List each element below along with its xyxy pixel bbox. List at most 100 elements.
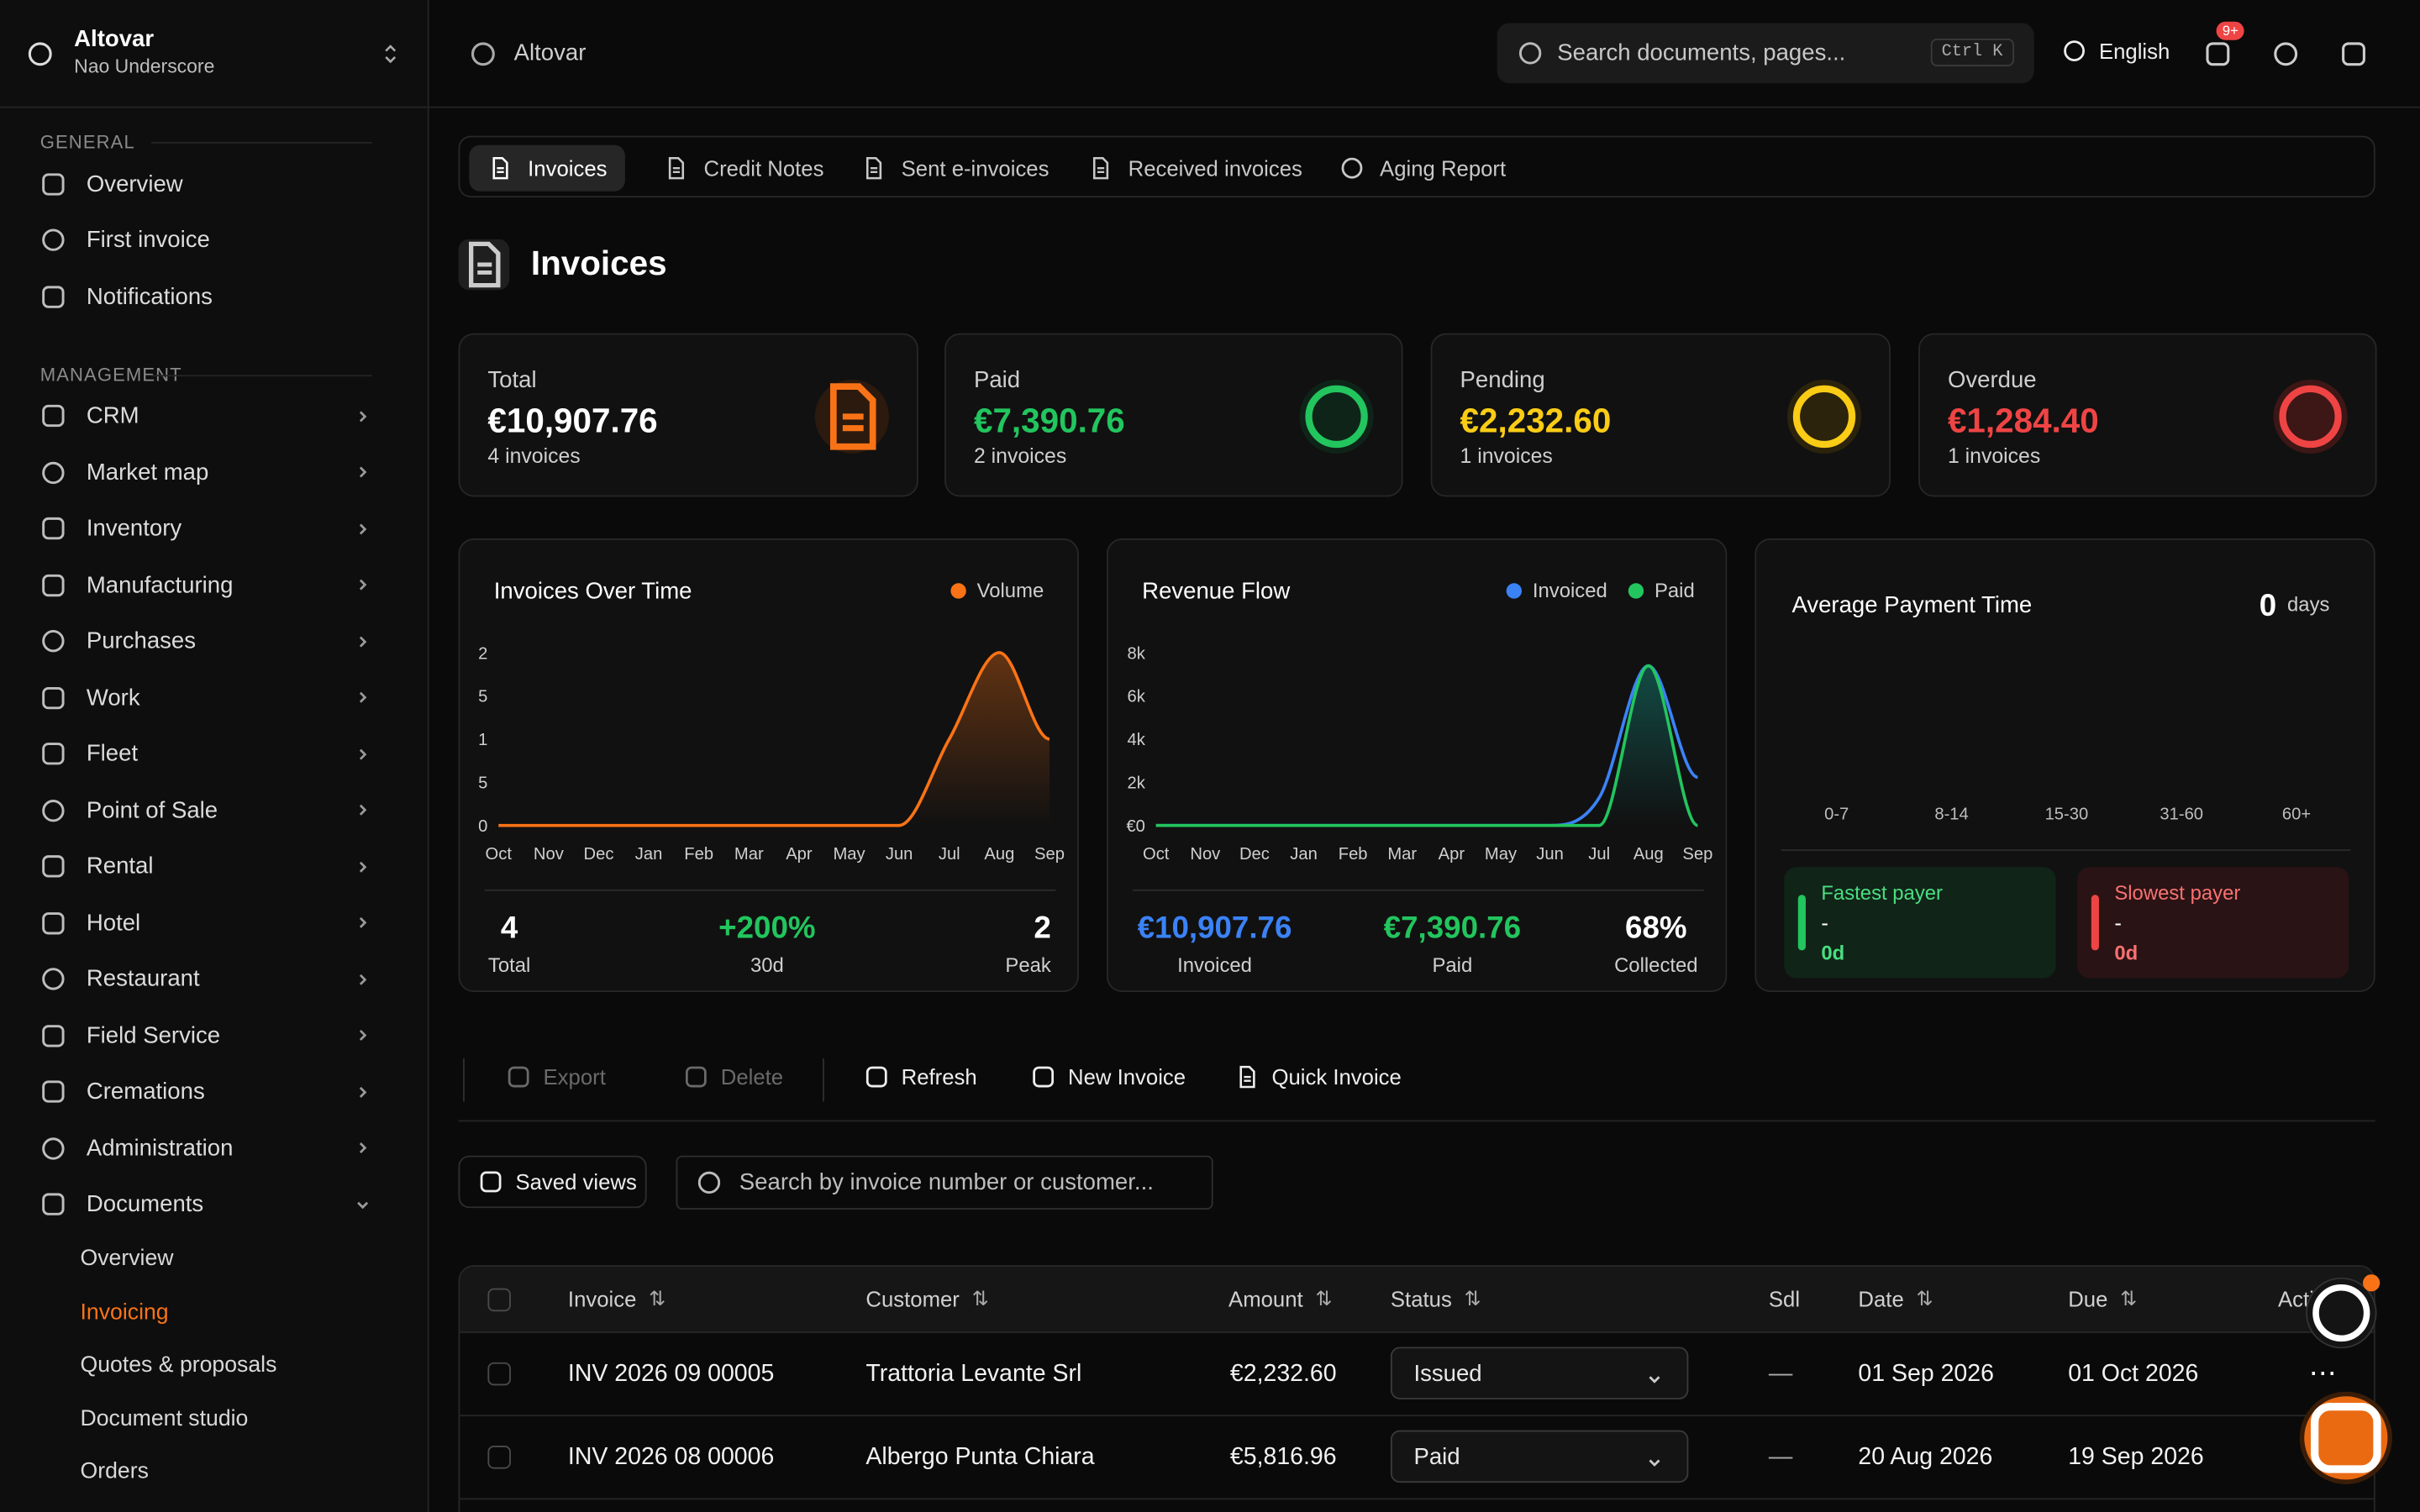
row-actions[interactable]: ⋯ [2308,1357,2338,1389]
sort-icon: ⇅ [649,1286,666,1310]
nav-item[interactable]: Administration [0,1120,428,1176]
tab[interactable]: Aging Report [1321,145,1524,192]
language[interactable]: English [2062,39,2170,63]
toolbar-button[interactable]: Delete [684,1064,783,1089]
checkbox[interactable] [487,1446,511,1469]
sub-nav-item[interactable]: Document studio [0,1393,428,1446]
theme-toggle[interactable] [2272,40,2300,68]
checkbox[interactable] [487,1288,511,1312]
saved-views[interactable]: Saved views [458,1155,647,1209]
column-header[interactable]: Amount ⇅ [1228,1267,1332,1331]
x-tick-label: Oct [486,845,513,864]
x-tick-label: Apr [786,845,813,864]
nav-item[interactable]: Rental [0,838,428,895]
nav-item[interactable]: Field Service [0,1007,428,1063]
sub-nav-item[interactable]: Orders [0,1446,428,1499]
nav-item[interactable]: First invoice [0,213,428,269]
cell-text: Trattoria Levante Srl [865,1360,1082,1387]
search-icon [1518,40,1544,66]
chevron [357,1201,369,1209]
notifications[interactable] [2204,40,2232,68]
checkbox[interactable] [487,1362,511,1386]
switch-icon [381,43,400,65]
table-search[interactable]: Search by invoice number or customer... [676,1155,1213,1210]
icon [42,799,65,822]
kpi-icon [1786,379,1862,454]
sub-nav-item[interactable]: Invoicing [0,1285,428,1339]
icon [42,630,65,653]
nav-item[interactable]: CRM [0,388,428,444]
column-header[interactable]: Status ⇅ [1391,1267,1481,1331]
tab[interactable]: Received invoices [1070,145,1321,192]
panel-toggle[interactable] [2339,40,2367,68]
nav-item[interactable]: Restaurant [0,951,428,1007]
cell-text: — [1768,1443,1793,1470]
x-tick-label: Feb [1339,845,1368,864]
kpi-label: Overdue [1947,367,2037,394]
nav-item[interactable]: Fleet [0,726,428,782]
status-select[interactable]: Issued [1390,1347,1689,1399]
column-header[interactable]: Date ⇅ [1858,1267,1933,1331]
icon [42,1137,65,1160]
sidebar: Altovar Nao Underscore GENERAL Overview Firs… [0,0,429,1512]
chart-card: Revenue Flow €0 2k 4k 6k 8k Oct Nov Dec Jan Feb Mar… [1106,538,1728,993]
global-search[interactable]: Search documents, pages... Ctrl K [1497,23,2034,84]
tab[interactable]: Invoices [469,144,626,192]
nav-item[interactable]: Documents [0,1177,428,1233]
tab-label: Received invoices [1128,155,1302,181]
sub-nav-item[interactable]: Overview [0,1233,428,1286]
column-header[interactable]: Due ⇅ [2068,1267,2137,1331]
column-label: Date [1858,1286,1904,1312]
tab[interactable]: Credit Notes [645,145,843,192]
nav-item[interactable]: Overview [0,156,428,213]
nav-item[interactable]: Inventory [0,501,428,557]
cell: 19 Sep 2026 [2068,1416,2203,1498]
nav-item[interactable]: Notifications [0,269,428,325]
assistant-button[interactable] [2304,1396,2388,1480]
x-tick-label: Sep [1682,845,1712,864]
toolbar-button[interactable]: Refresh [865,1064,977,1089]
icon [492,156,508,180]
cell: Trattoria Levante Srl [865,1333,1081,1415]
x-tick-label: 15-30 [2045,805,2089,823]
line [498,651,1050,827]
logo [26,40,54,68]
chevron [359,748,367,760]
column-header[interactable]: Customer ⇅ [865,1267,988,1331]
kpi-value: €10,907.76 [487,401,658,440]
cell: 01 Oct 2026 [2068,1333,2198,1415]
nav-item[interactable]: Purchases [0,613,428,669]
chevron [359,692,367,704]
icon [42,686,65,709]
y-tick-label: 0 [478,817,487,836]
icon [668,156,685,180]
help-dot [2363,1274,2381,1292]
topbar [429,0,2420,108]
sort-icon: ⇅ [1916,1286,1933,1310]
nav-label: Purchases [86,628,197,655]
toolbar-button[interactable]: Quick Invoice [1234,1064,1402,1089]
nav-item[interactable]: Hotel [0,895,428,951]
chevron [359,1142,367,1154]
icon [685,1066,707,1088]
column-header[interactable]: Sdl [1769,1267,1800,1331]
nav-item[interactable]: Manufacturing [0,557,428,613]
nav-item[interactable]: Market map [0,444,428,501]
payer-box: Slowest payer - 0d [2077,867,2349,979]
y-tick-label: 6k [1128,688,1146,706]
cell-text: 01 Oct 2026 [2068,1360,2199,1387]
nav-item[interactable]: Point of Sale [0,782,428,838]
status-select[interactable]: Paid [1390,1430,1689,1483]
help-button[interactable] [2306,1277,2377,1349]
payer-days: 0d [1821,941,1845,964]
tab[interactable]: Sent e-invoices [843,145,1068,192]
column-header[interactable]: Invoice ⇅ [568,1267,666,1331]
chart-card: Average Payment Time 0 days 0-7 8-14 15-30 31-… [1754,538,2375,993]
sub-nav-item[interactable]: Quotes & proposals [0,1339,428,1392]
toolbar-button[interactable]: Export [506,1064,606,1089]
nav-item[interactable]: Cremations [0,1063,428,1120]
toolbar-button[interactable]: New Invoice [1031,1064,1186,1089]
nav-item[interactable]: Work [0,669,428,726]
org-switcher[interactable]: Altovar Nao Underscore [0,0,428,108]
y-tick-label: 1 [478,731,487,749]
